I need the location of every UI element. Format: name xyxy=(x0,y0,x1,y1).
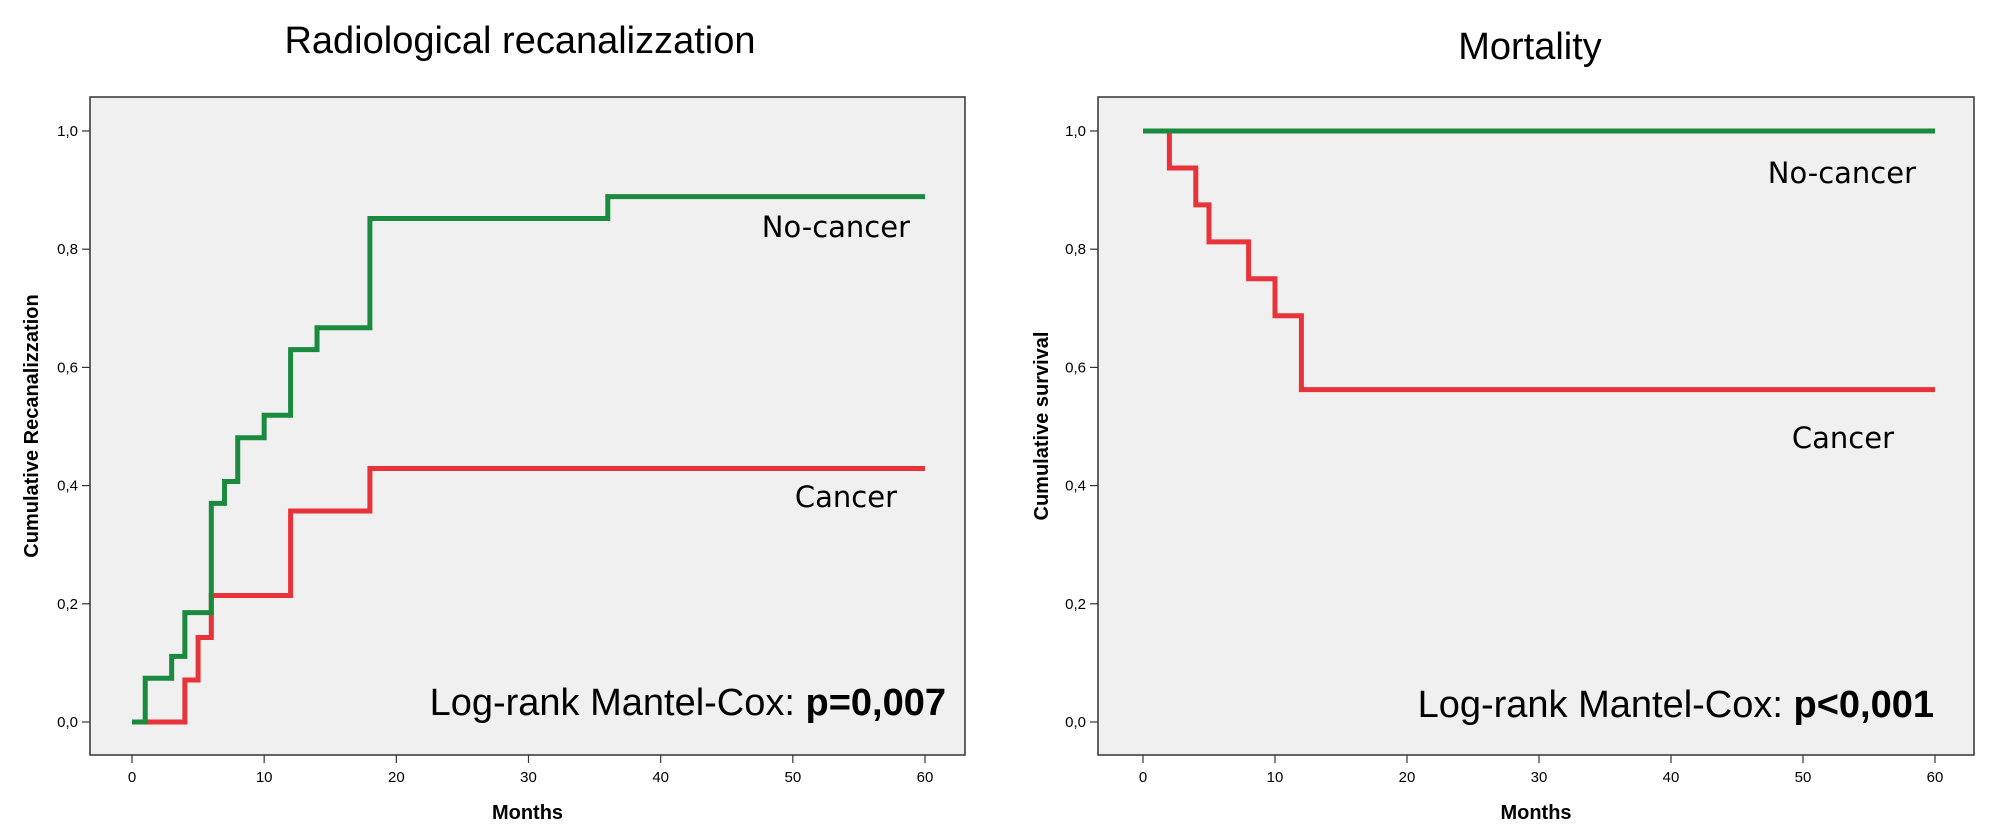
x-tick-label: 10 xyxy=(256,769,273,786)
x-tick-label: 30 xyxy=(520,769,537,786)
y-tick-label: 0,8 xyxy=(57,241,78,258)
chart-title-mortality: Mortality xyxy=(1458,26,1602,68)
plot-area xyxy=(89,96,966,756)
x-tick-label: 10 xyxy=(1267,769,1284,786)
y-tick-label: 1,0 xyxy=(1065,123,1086,140)
x-tick-label: 30 xyxy=(1531,769,1548,786)
y-tick-label: 0,6 xyxy=(1065,359,1086,376)
y-tick-label: 0,0 xyxy=(57,714,78,731)
series-label-no-cancer: No-cancer xyxy=(1768,156,1916,190)
series-label-no-cancer: No-cancer xyxy=(762,210,910,244)
series-line-cancer xyxy=(132,465,925,725)
chart-title-recanalization: Radiological recanalizzation xyxy=(284,20,756,62)
x-tick-label: 0 xyxy=(1139,769,1147,786)
x-tick-label: 20 xyxy=(388,769,405,786)
plot-area xyxy=(1097,96,1975,756)
logrank-prefix: Log-rank Mantel-Cox: xyxy=(1418,684,1794,726)
p-value: p<0,001 xyxy=(1794,684,1935,726)
x-tick-label: 50 xyxy=(1795,769,1812,786)
logrank-annotation: Log-rank Mantel-Cox: p<0,001 xyxy=(1418,684,1934,726)
y-tick-label: 0,4 xyxy=(1065,478,1086,495)
logrank-prefix: Log-rank Mantel-Cox: xyxy=(430,682,806,724)
y-tick-label: 1,0 xyxy=(57,123,78,140)
y-tick-label: 0,2 xyxy=(1065,596,1086,613)
series-label-cancer: Cancer xyxy=(795,480,897,514)
panel-mortality: 0 10 20 30 40 50 60 0,0 0,2 0,4 0,6 0,8 1,0 Months Cum… xyxy=(1031,96,1975,824)
logrank-annotation: Log-rank Mantel-Cox: p=0,007 xyxy=(430,682,946,724)
y-tick-label: 0,6 xyxy=(57,359,78,376)
x-axis-title: Months xyxy=(1500,802,1571,824)
x-tick-label: 50 xyxy=(784,769,801,786)
series-line-no-cancer xyxy=(132,194,925,725)
y-tick-label: 0,8 xyxy=(1065,241,1086,258)
series-label-cancer: Cancer xyxy=(1792,421,1894,455)
series-line-cancer xyxy=(1143,128,1935,393)
x-tick-label: 60 xyxy=(1927,769,1944,786)
y-axis-title: Cumulative Recanalizzation xyxy=(21,294,43,557)
x-tick-label: 20 xyxy=(1399,769,1416,786)
p-value: p=0,007 xyxy=(806,682,947,724)
x-axis-title: Months xyxy=(492,802,563,824)
y-axis-title: Cumulative survival xyxy=(1031,332,1053,521)
panel-recanalization: 0 10 20 30 40 50 60 0,0 0,2 0,4 0,6 0,8 1,0 Months Cum… xyxy=(21,96,966,824)
x-tick-label: 0 xyxy=(128,769,136,786)
y-tick-label: 0,4 xyxy=(57,478,78,495)
x-tick-label: 40 xyxy=(652,769,669,786)
x-tick-label: 60 xyxy=(917,769,934,786)
x-tick-label: 40 xyxy=(1663,769,1680,786)
y-tick-label: 0,0 xyxy=(1065,714,1086,731)
y-tick-label: 0,2 xyxy=(57,596,78,613)
